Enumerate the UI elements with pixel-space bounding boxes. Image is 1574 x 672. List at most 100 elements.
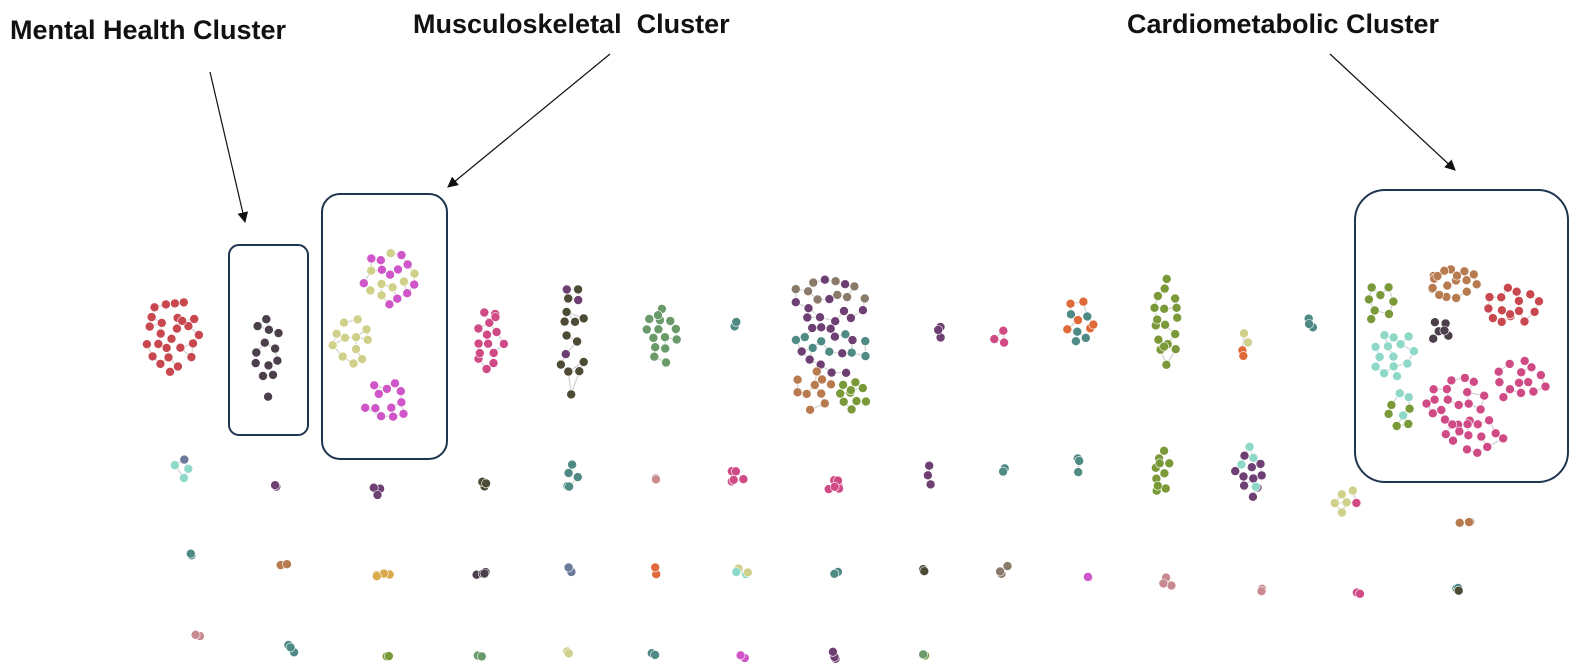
node: [474, 348, 485, 358]
node: [671, 324, 681, 334]
node: [1421, 398, 1432, 409]
node: [1370, 361, 1381, 372]
node: [1514, 377, 1524, 388]
node: [1364, 294, 1374, 305]
node: [142, 339, 152, 350]
node: [1476, 431, 1487, 442]
node: [1256, 470, 1267, 481]
cluster-label: Mental Health Cluster: [10, 15, 287, 45]
node: [738, 474, 749, 485]
node: [385, 269, 395, 280]
node: [850, 377, 861, 388]
node: [491, 327, 502, 337]
node: [327, 340, 338, 351]
node: [1337, 489, 1347, 500]
node: [1392, 371, 1402, 382]
node: [1447, 419, 1458, 430]
node: [1479, 390, 1489, 401]
node: [1164, 458, 1175, 469]
node: [1159, 341, 1169, 352]
arrow: [447, 53, 611, 188]
node: [564, 481, 574, 492]
node: [1462, 286, 1472, 297]
node: [840, 329, 851, 340]
node: [357, 354, 367, 364]
node: [1369, 305, 1380, 316]
node: [731, 317, 742, 327]
node: [1398, 410, 1408, 421]
node: [170, 298, 180, 309]
node: [1170, 293, 1180, 304]
node: [1463, 398, 1474, 409]
node: [1379, 368, 1389, 379]
node: [1494, 377, 1505, 388]
node: [1078, 296, 1089, 307]
node: [1427, 283, 1438, 293]
node: [650, 562, 661, 573]
node: [731, 466, 741, 477]
node: [473, 338, 484, 349]
node: [376, 279, 387, 289]
node: [1462, 444, 1472, 455]
node: [1239, 328, 1249, 339]
node: [1454, 426, 1465, 437]
node: [816, 388, 827, 399]
node: [264, 324, 274, 335]
node: [261, 314, 272, 325]
node: [1429, 394, 1440, 405]
mental-health-box: [228, 244, 309, 436]
node: [361, 324, 372, 335]
node: [190, 629, 201, 640]
node: [1395, 388, 1405, 399]
node: [386, 402, 397, 413]
node: [792, 374, 803, 385]
node: [1482, 442, 1493, 452]
node: [385, 248, 396, 258]
arrow: [209, 71, 249, 224]
node: [365, 285, 376, 296]
node: [1452, 270, 1462, 281]
node: [479, 568, 490, 579]
node: [1528, 386, 1539, 397]
node: [481, 478, 491, 489]
node: [396, 397, 407, 408]
node: [146, 312, 157, 322]
node: [820, 274, 830, 285]
node: [1442, 280, 1453, 291]
node: [1073, 315, 1083, 325]
node: [660, 332, 670, 343]
node: [1536, 370, 1546, 380]
node: [144, 321, 155, 332]
node: [807, 343, 818, 353]
node: [382, 384, 392, 394]
node: [1388, 296, 1399, 307]
node: [375, 255, 386, 266]
node: [735, 650, 746, 661]
node: [561, 307, 572, 317]
node: [1247, 462, 1257, 473]
node: [163, 352, 174, 363]
node: [490, 312, 501, 322]
node: [561, 284, 572, 295]
node: [999, 337, 1009, 348]
node: [1434, 290, 1444, 300]
node: [846, 385, 856, 396]
node: [1493, 366, 1504, 377]
node: [559, 316, 570, 327]
node: [1159, 303, 1169, 314]
node: [1351, 498, 1362, 508]
node: [170, 460, 180, 471]
node: [825, 323, 836, 334]
node: [157, 318, 167, 328]
node: [1534, 296, 1544, 307]
node: [560, 349, 571, 359]
node: [1251, 481, 1261, 492]
node: [1159, 468, 1170, 479]
node: [1475, 404, 1486, 415]
node: [270, 343, 280, 354]
node: [1256, 586, 1267, 597]
node: [1469, 376, 1479, 387]
node: [665, 316, 676, 326]
